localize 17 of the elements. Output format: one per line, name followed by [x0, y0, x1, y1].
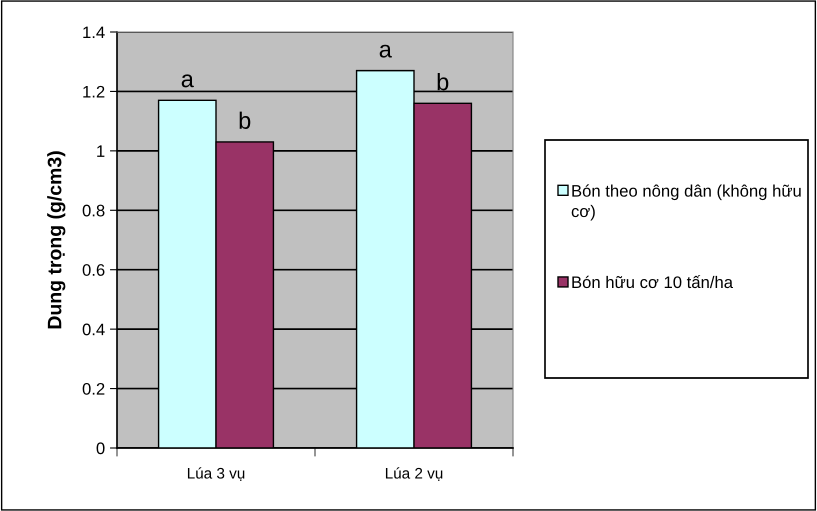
y-tick-label: 1.4	[83, 26, 105, 38]
annotation: b	[438, 72, 448, 90]
legend-label: Bón theo nông dân (không hữu cơ)	[572, 184, 801, 220]
y-tick-label: 0.4	[82, 324, 105, 336]
y-axis-title: Dung trọng (g/cm3)	[47, 151, 66, 328]
legend-label: Bón hữu cơ 10 tấn/ha	[572, 275, 734, 288]
x-tick-label: Lúa 3 vụ	[188, 467, 244, 481]
annotation: a	[182, 74, 194, 88]
x-tick-label: Lúa 2 vụ	[386, 467, 442, 481]
y-tick-label: 1.2	[83, 86, 104, 98]
annotation: a	[380, 44, 392, 58]
annotation: b	[240, 112, 250, 129]
y-tick-label: 0.8	[82, 204, 104, 216]
y-tick-label: 0.2	[82, 382, 104, 395]
y-tick-label: 0	[96, 442, 105, 454]
y-tick-label: 0.6	[82, 264, 104, 276]
y-tick-label: 1	[97, 145, 104, 157]
